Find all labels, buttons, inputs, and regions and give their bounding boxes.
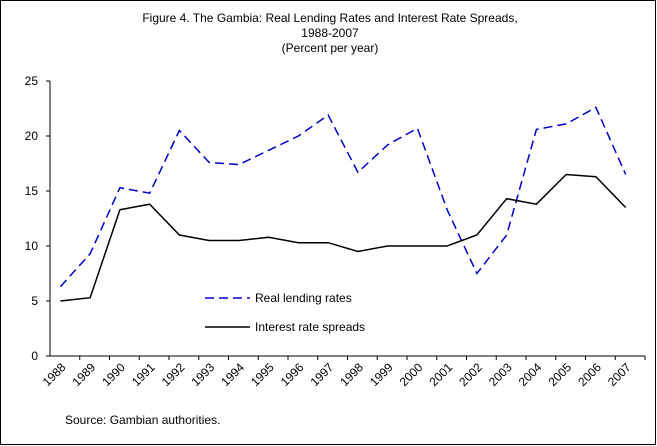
y-tick-label: 10: [25, 239, 39, 253]
y-tick-label: 15: [25, 184, 39, 198]
legend-label: Real lending rates: [255, 291, 352, 305]
chart-subtitle: (Percent per year): [282, 41, 379, 55]
line-series: [60, 173, 627, 302]
y-tick-label: 0: [31, 349, 38, 363]
y-tick-label: 5: [31, 294, 38, 308]
y-tick-label: 25: [25, 74, 39, 88]
legend-label: Interest rate spreads: [255, 320, 365, 334]
chart-title: Figure 4. The Gambia: Real Lending Rates…: [142, 11, 517, 25]
y-tick-label: 20: [25, 129, 39, 143]
line-series: [59, 106, 627, 288]
chart-title: 1988-2007: [301, 26, 359, 40]
source-note: Source: Gambian authorities.: [65, 413, 220, 427]
